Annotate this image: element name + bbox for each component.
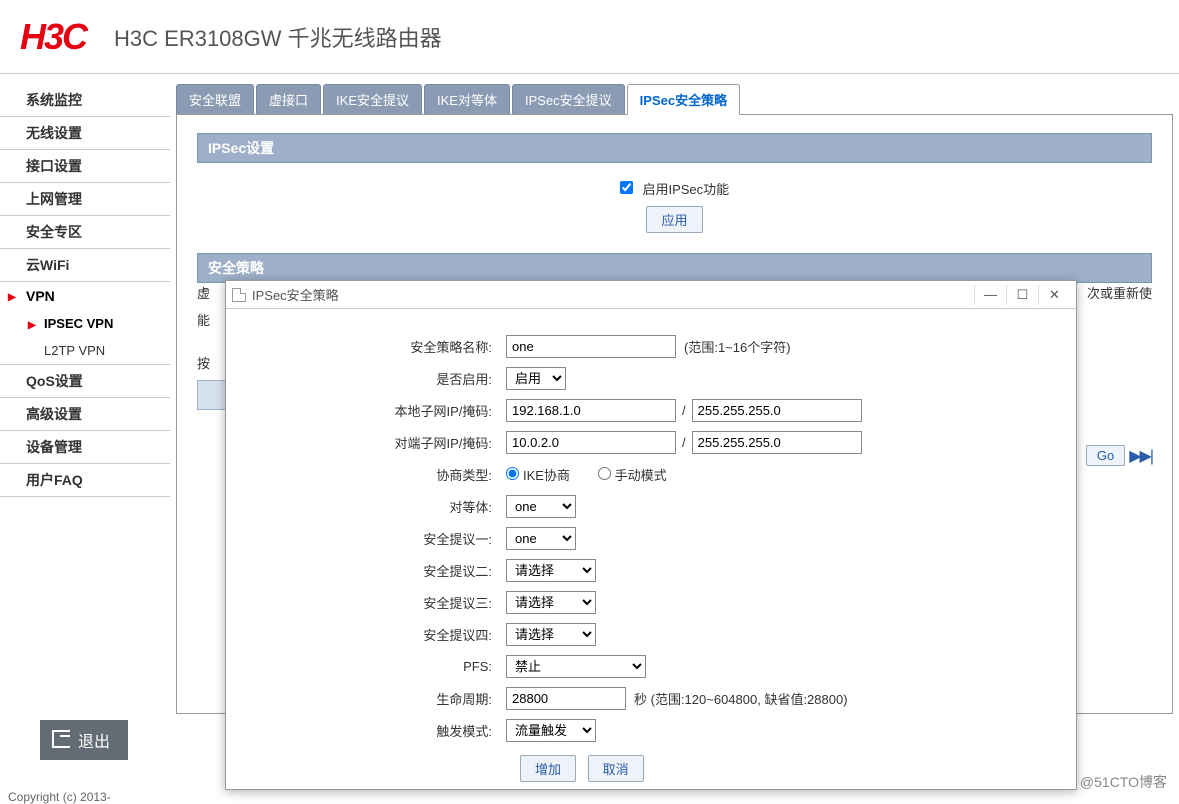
label-prop1: 安全提议一:	[246, 529, 506, 548]
sidebar-item-security[interactable]: 安全专区	[0, 216, 170, 249]
enable-ipsec-checkbox[interactable]	[620, 181, 633, 194]
sidebar-item-device[interactable]: 设备管理	[0, 431, 170, 464]
prop4-select[interactable]: 请选择	[506, 623, 596, 646]
section-policy: 安全策略	[197, 253, 1152, 283]
policy-name-input[interactable]	[506, 335, 676, 358]
note-left: 虚	[197, 283, 210, 302]
tab-virtual-if[interactable]: 虚接口	[256, 84, 321, 115]
label-trigger: 触发模式:	[246, 721, 506, 740]
note-right: 次或重新使	[1087, 283, 1152, 302]
label-enable: 是否启用:	[246, 369, 506, 388]
sidebar-item-interface[interactable]: 接口设置	[0, 150, 170, 183]
local-mask-input[interactable]	[692, 399, 862, 422]
sidebar-item-internet[interactable]: 上网管理	[0, 183, 170, 216]
trigger-select[interactable]: 流量触发	[506, 719, 596, 742]
label-prop2: 安全提议二:	[246, 561, 506, 580]
pfs-select[interactable]: 禁止	[506, 655, 646, 678]
maximize-button[interactable]: ☐	[1006, 285, 1038, 305]
remote-ip-input[interactable]	[506, 431, 676, 454]
prop1-select[interactable]: one	[506, 527, 576, 550]
label-remote-subnet: 对端子网IP/掩码:	[246, 433, 506, 452]
sidebar-item-ipsec-vpn[interactable]: IPSEC VPN	[0, 310, 170, 337]
add-button[interactable]: 增加	[520, 755, 576, 782]
radio-ike-label: IKE协商	[523, 468, 570, 483]
dialog-title: IPSec安全策略	[252, 285, 974, 304]
section-ipsec-settings: IPSec设置	[197, 133, 1152, 163]
radio-manual-label: 手动模式	[615, 468, 667, 483]
label-policy-name: 安全策略名称:	[246, 337, 506, 356]
logout-button[interactable]: 退出	[40, 720, 128, 760]
sidebar-item-qos[interactable]: QoS设置	[0, 365, 170, 398]
tab-ipsec-proposal[interactable]: IPSec安全提议	[512, 84, 625, 115]
label-lifetime: 生命周期:	[246, 689, 506, 708]
slash-1: /	[682, 403, 686, 418]
policy-name-hint: (范围:1~16个字符)	[684, 337, 791, 356]
minimize-button[interactable]: —	[974, 285, 1006, 305]
label-local-subnet: 本地子网IP/掩码:	[246, 401, 506, 420]
tab-ipsec-policy[interactable]: IPSec安全策略	[627, 84, 740, 115]
close-button[interactable]: ✕	[1038, 285, 1070, 305]
lifetime-hint: 秒 (范围:120~604800, 缺省值:28800)	[634, 689, 848, 708]
radio-ike[interactable]	[506, 467, 519, 480]
local-ip-input[interactable]	[506, 399, 676, 422]
header: H3C H3C ER3108GW 千兆无线路由器	[0, 0, 1179, 74]
label-pfs: PFS:	[246, 659, 506, 674]
tabs: 安全联盟 虚接口 IKE安全提议 IKE对等体 IPSec安全提议 IPSec安…	[176, 84, 1173, 115]
sidebar-item-wireless[interactable]: 无线设置	[0, 117, 170, 150]
label-nego-type: 协商类型:	[246, 465, 506, 484]
logo: H3C	[20, 16, 86, 58]
enable-select[interactable]: 启用	[506, 367, 566, 390]
copyright-text: Copyright (c) 2013-	[8, 790, 111, 804]
prop2-select[interactable]: 请选择	[506, 559, 596, 582]
apply-button[interactable]: 应用	[646, 206, 702, 233]
peer-select[interactable]: one	[506, 495, 576, 518]
label-prop3: 安全提议三:	[246, 593, 506, 612]
enable-ipsec-label: 启用IPSec功能	[642, 182, 729, 197]
next-page-icon[interactable]: ▶▶|	[1129, 446, 1152, 466]
tab-ike-proposal[interactable]: IKE安全提议	[323, 84, 422, 115]
page-title: H3C ER3108GW 千兆无线路由器	[114, 21, 442, 53]
label-prop4: 安全提议四:	[246, 625, 506, 644]
sidebar-item-system-monitor[interactable]: 系统监控	[0, 84, 170, 117]
label-peer: 对等体:	[246, 497, 506, 516]
remote-mask-input[interactable]	[692, 431, 862, 454]
cancel-button[interactable]: 取消	[588, 755, 644, 782]
tab-sa[interactable]: 安全联盟	[176, 84, 254, 115]
radio-manual[interactable]	[598, 467, 611, 480]
ipsec-policy-dialog: IPSec安全策略 — ☐ ✕ 安全策略名称: (范围:1~16个字符) 是否启…	[225, 280, 1077, 790]
sidebar-item-vpn[interactable]: VPN	[0, 282, 170, 310]
sidebar-item-faq[interactable]: 用户FAQ	[0, 464, 170, 497]
document-icon	[232, 288, 246, 302]
slash-2: /	[682, 435, 686, 450]
tab-ike-peer[interactable]: IKE对等体	[424, 84, 510, 115]
sidebar-item-l2tp-vpn[interactable]: L2TP VPN	[0, 337, 170, 365]
sidebar: 系统监控 无线设置 接口设置 上网管理 安全专区 云WiFi VPN IPSEC…	[0, 74, 170, 714]
prop3-select[interactable]: 请选择	[506, 591, 596, 614]
go-button[interactable]: Go	[1086, 445, 1125, 466]
lifetime-input[interactable]	[506, 687, 626, 710]
sidebar-item-advanced[interactable]: 高级设置	[0, 398, 170, 431]
watermark: @51CTO博客	[1080, 772, 1167, 792]
sidebar-item-cloud-wifi[interactable]: 云WiFi	[0, 249, 170, 282]
